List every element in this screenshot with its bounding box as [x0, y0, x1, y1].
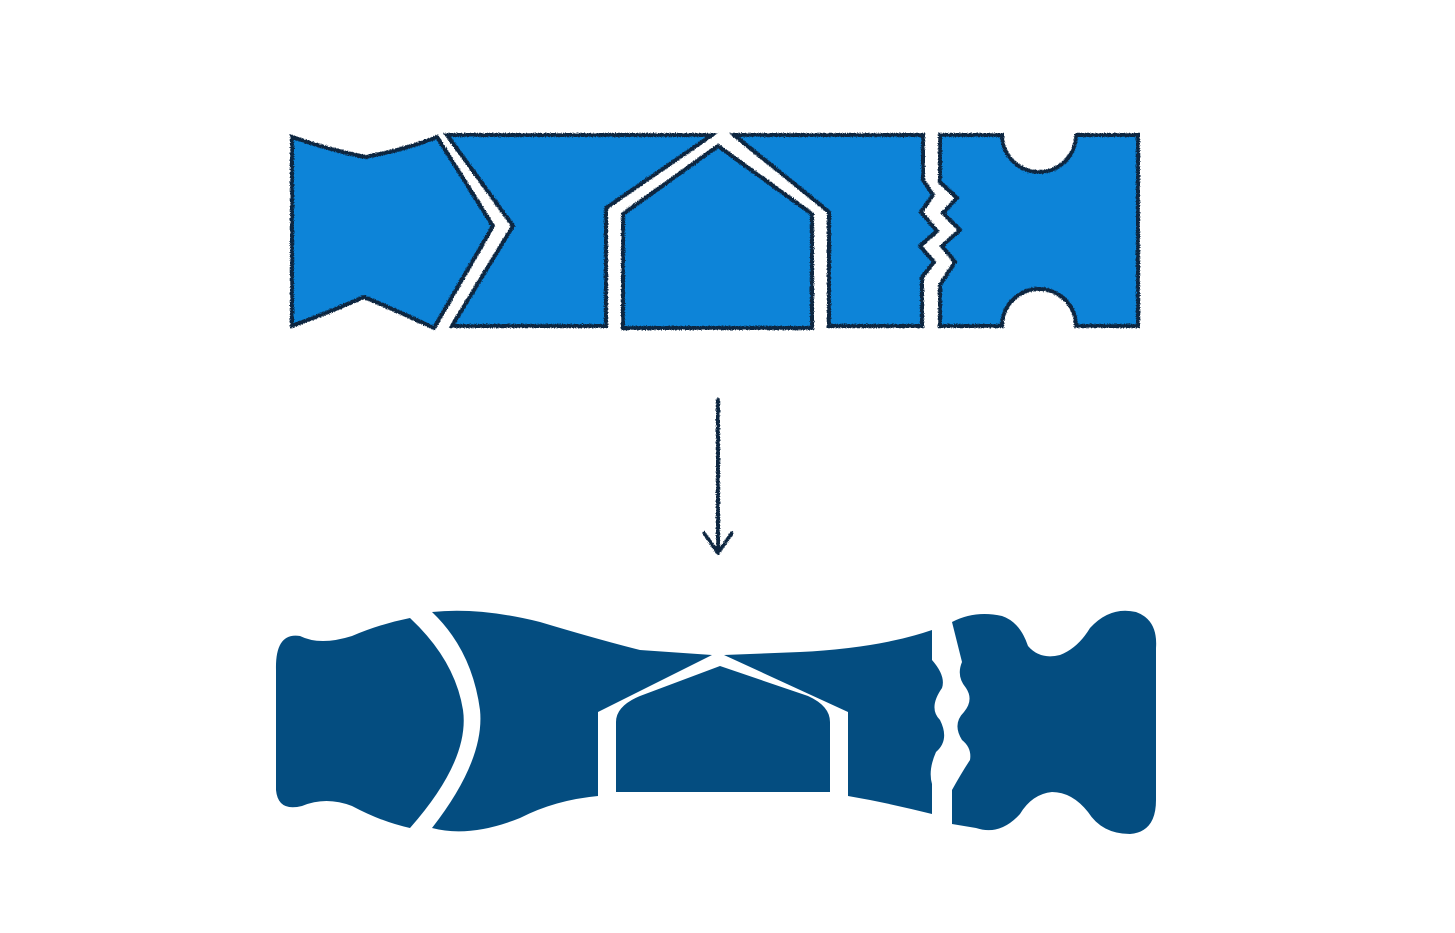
top-piece-4	[728, 133, 940, 328]
bottom-strip	[275, 610, 1157, 834]
bottom-piece-5	[952, 610, 1157, 834]
bottom-piece-4	[724, 630, 945, 814]
down-arrow	[702, 398, 734, 555]
top-strip	[290, 133, 1140, 331]
top-piece-2	[443, 133, 719, 328]
top-piece-5	[938, 133, 1140, 328]
bottom-piece-2	[432, 610, 712, 832]
bottom-piece-1	[275, 618, 464, 828]
top-piece-3	[621, 143, 814, 330]
arrow-head	[702, 531, 734, 555]
top-piece-1	[290, 134, 496, 331]
bottom-piece-3	[616, 666, 830, 792]
